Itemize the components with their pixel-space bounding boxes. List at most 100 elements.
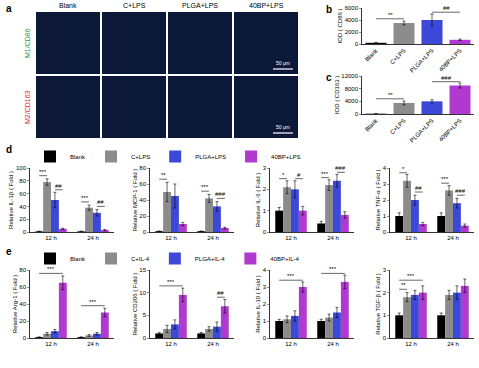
svg-text:0: 0 [263, 335, 267, 341]
svg-text:C+LPS: C+LPS [123, 2, 146, 9]
svg-text:2000: 2000 [345, 29, 359, 35]
svg-text:***: *** [167, 279, 175, 285]
svg-text:0: 0 [143, 335, 147, 341]
svg-text:12 h: 12 h [285, 341, 297, 347]
svg-text:12 h: 12 h [165, 235, 177, 241]
svg-text:###: ### [215, 191, 226, 197]
svg-text:50 μm: 50 μm [276, 60, 290, 66]
svg-text:2: 2 [383, 197, 387, 203]
svg-text:C+IL-4: C+IL-4 [131, 256, 150, 262]
svg-text:##: ## [415, 185, 422, 191]
svg-text:24 h: 24 h [447, 341, 459, 347]
svg-text:40: 40 [139, 197, 146, 203]
svg-text:80: 80 [19, 178, 26, 184]
svg-text:Blank: Blank [364, 47, 380, 63]
svg-text:IOD ( CD86 ): IOD ( CD86 ) [337, 8, 343, 43]
svg-text:12 h: 12 h [405, 235, 417, 241]
svg-text:4000: 4000 [345, 17, 359, 23]
svg-text:Blank: Blank [59, 2, 77, 9]
svg-text:40: 40 [19, 204, 26, 210]
svg-text:8000: 8000 [345, 86, 359, 92]
svg-text:24 h: 24 h [327, 235, 339, 241]
svg-text:1: 1 [383, 312, 387, 318]
svg-text:3: 3 [263, 284, 267, 290]
svg-text:12 h: 12 h [285, 235, 297, 241]
svg-text:Relative CD206 ( Fold ): Relative CD206 ( Fold ) [132, 273, 138, 336]
svg-text:40BP+LPS: 40BP+LPS [271, 154, 301, 160]
svg-text:40: 40 [19, 301, 26, 307]
svg-text:1: 1 [263, 208, 267, 214]
svg-text:**: ** [161, 172, 166, 178]
svg-text:20: 20 [19, 318, 26, 324]
svg-text:Relative IL-10 ( Fold ): Relative IL-10 ( Fold ) [255, 275, 261, 333]
svg-text:PLGA+LPS: PLGA+LPS [409, 118, 435, 144]
svg-text:24 h: 24 h [87, 235, 99, 241]
svg-text:PLGA+LPS: PLGA+LPS [409, 48, 435, 74]
svg-text:Relative TNF-α ( Fold ): Relative TNF-α ( Fold ) [375, 169, 381, 230]
svg-text:100: 100 [16, 165, 27, 171]
svg-text:40BP+IL-4: 40BP+IL-4 [270, 256, 299, 262]
svg-text:60: 60 [19, 284, 26, 290]
svg-text:***: *** [441, 176, 449, 182]
svg-text:12 h: 12 h [165, 341, 177, 347]
svg-text:PLGA+LPS: PLGA+LPS [195, 154, 226, 160]
svg-text:###: ### [441, 75, 452, 81]
svg-text:20: 20 [19, 216, 26, 222]
svg-text:e: e [6, 246, 12, 257]
svg-text:Blank: Blank [364, 117, 380, 133]
svg-text:0: 0 [143, 229, 147, 235]
svg-text:a: a [6, 3, 12, 14]
svg-text:Relative TGF-β ( Fold ): Relative TGF-β ( Fold ) [375, 273, 381, 334]
svg-text:1: 1 [263, 318, 267, 324]
svg-text:b: b [326, 4, 332, 15]
svg-text:#: # [297, 172, 301, 178]
svg-text:4: 4 [383, 165, 387, 171]
svg-text:**: ** [388, 12, 393, 18]
svg-text:M2/CD163: M2/CD163 [24, 90, 31, 124]
svg-text:10: 10 [139, 290, 146, 296]
svg-text:40BP+LPS: 40BP+LPS [438, 48, 463, 73]
svg-text:##: ## [55, 183, 62, 189]
svg-text:2: 2 [263, 186, 267, 192]
svg-text:Relative Arg-1 ( Fold ): Relative Arg-1 ( Fold ) [12, 275, 18, 333]
svg-text:20: 20 [139, 213, 146, 219]
svg-text:3: 3 [263, 165, 267, 171]
svg-text:60: 60 [139, 181, 146, 187]
svg-text:4: 4 [263, 267, 267, 273]
svg-text:***: *** [81, 195, 89, 201]
svg-text:24 h: 24 h [207, 235, 219, 241]
svg-text:6000: 6000 [345, 5, 359, 11]
svg-text:60: 60 [19, 191, 26, 197]
svg-text:1: 1 [383, 213, 387, 219]
svg-text:0: 0 [383, 229, 387, 235]
svg-text:0: 0 [355, 111, 359, 117]
svg-text:40BP+LPS: 40BP+LPS [249, 2, 284, 9]
svg-text:##: ## [217, 290, 224, 296]
svg-text:Relative IL-6 ( Fold ): Relative IL-6 ( Fold ) [255, 173, 261, 227]
svg-text:2: 2 [263, 301, 267, 307]
svg-text:c: c [326, 72, 332, 83]
svg-text:24 h: 24 h [327, 341, 339, 347]
svg-text:IOD ( CD163 ): IOD ( CD163 ) [334, 76, 340, 114]
svg-text:0: 0 [383, 335, 387, 341]
svg-text:50 μm: 50 μm [276, 124, 290, 130]
svg-text:40BP+LPS: 40BP+LPS [438, 118, 463, 143]
svg-text:###: ### [455, 188, 466, 194]
svg-text:###: ### [335, 165, 346, 171]
svg-text:Relative IL-1β ( Fold ): Relative IL-1β ( Fold ) [8, 171, 14, 229]
svg-text:***: *** [329, 266, 337, 272]
svg-text:Blank: Blank [70, 256, 86, 262]
svg-text:24 h: 24 h [447, 235, 459, 241]
svg-text:3: 3 [383, 181, 387, 187]
svg-text:80: 80 [19, 267, 26, 273]
svg-text:3: 3 [383, 267, 387, 273]
svg-text:C+LPS: C+LPS [131, 154, 150, 160]
svg-text:12 h: 12 h [405, 341, 417, 347]
svg-text:2: 2 [383, 290, 387, 296]
svg-text:***: *** [321, 171, 329, 177]
svg-text:**: ** [388, 92, 393, 98]
svg-text:***: *** [407, 273, 415, 279]
svg-text:PLGA+LPS: PLGA+LPS [182, 2, 218, 9]
svg-text:***: *** [287, 273, 295, 279]
svg-text:d: d [6, 144, 12, 155]
